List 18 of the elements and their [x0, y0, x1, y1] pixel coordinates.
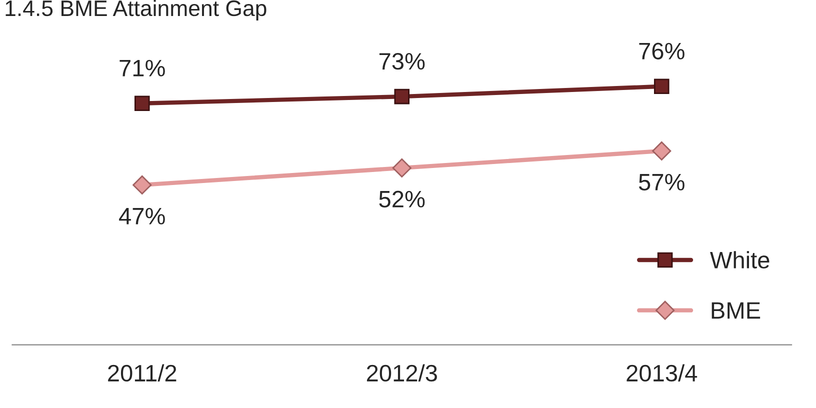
point — [654, 78, 670, 94]
legend-label: White — [710, 251, 770, 268]
data-label: 57% — [638, 174, 684, 191]
data-label: 52% — [379, 190, 425, 208]
legend-label: BME — [712, 302, 760, 319]
point — [652, 141, 672, 160]
data-label: 71% — [120, 60, 165, 76]
x-tick-label: 2013/4 — [626, 364, 698, 382]
point — [134, 96, 150, 111]
point — [132, 175, 152, 194]
data-label: 73% — [379, 52, 425, 70]
point — [392, 158, 412, 178]
data-label: 76% — [639, 42, 684, 60]
x-tick-label: 2012/3 — [366, 364, 437, 382]
chart-title: 1.4.5 BME Attainment Gap — [6, 0, 266, 21]
point — [394, 88, 410, 104]
x-tick-label: 2011/2 — [108, 364, 176, 382]
data-label: 47% — [119, 208, 165, 224]
